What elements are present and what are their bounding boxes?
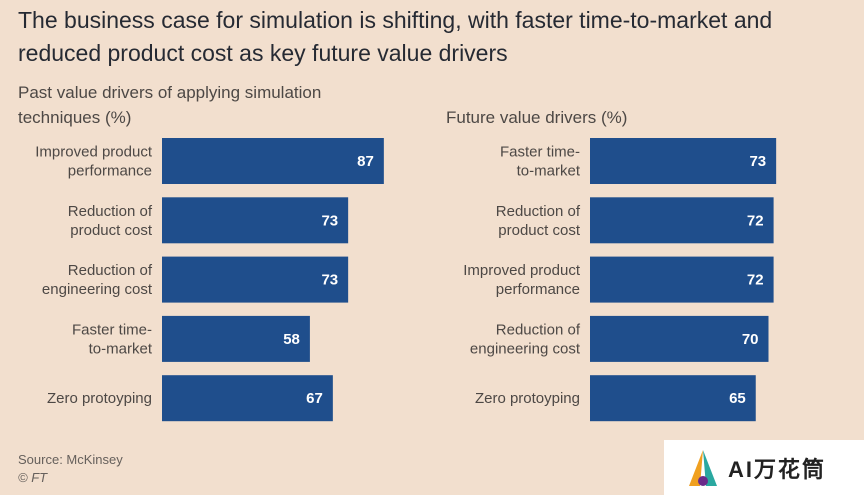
watermark-text: AI万花筒	[728, 456, 827, 482]
category-label: Reduction of product cost	[496, 203, 581, 239]
bar-1-3	[590, 315, 769, 362]
page-title: The business case for simulation is shif…	[18, 7, 773, 66]
category-label: Reduction of product cost	[68, 203, 153, 239]
bar-0-0	[162, 138, 384, 184]
bar-value-label: 73	[321, 272, 338, 289]
bar-1-2	[590, 256, 774, 303]
bar-0-1	[162, 197, 349, 244]
category-label: Faster time-to-market	[500, 144, 581, 180]
bar-0-4	[162, 375, 333, 422]
bar-value-label: 70	[742, 331, 759, 348]
bar-value-label: 87	[357, 153, 374, 170]
category-label: Zero protoyping	[475, 390, 580, 407]
bar-value-label: 58	[283, 331, 300, 348]
bar-value-label: 65	[729, 390, 746, 407]
future-drivers-panel: Future value drivers (%) 73 Faster time-t…	[446, 78, 846, 422]
future-drivers-subtitle: Future value drivers (%)	[446, 108, 628, 127]
bar-1-4	[590, 375, 756, 422]
bar-1-1	[590, 197, 774, 244]
kaleidoscope-logo-icon	[689, 449, 717, 486]
bar-0-2	[162, 256, 349, 303]
bar-1-0	[590, 138, 777, 184]
past-drivers-panel: Past value drivers of applying simulatio…	[18, 78, 418, 422]
source-text: Source: McKinsey	[18, 452, 123, 467]
category-label: Improved product performance	[463, 262, 581, 298]
past-drivers-subtitle: Past value drivers of applying simulatio…	[18, 83, 322, 127]
credit-text: © FT	[18, 470, 48, 485]
bar-value-label: 73	[321, 212, 338, 229]
bar-value-label: 72	[747, 272, 764, 289]
bar-value-label: 73	[749, 153, 766, 170]
future-drivers-chart: 73 Faster time-to-market 72 Reduction of pro…	[463, 138, 777, 422]
watermark-logo: AI万花筒	[664, 440, 864, 495]
category-label: Faster time-to-market	[72, 321, 153, 357]
source-note: Source: McKinsey © FT	[18, 451, 123, 487]
past-drivers-chart: 87 Improved product performance 73 Reduction…	[35, 138, 384, 422]
category-label: Zero protoyping	[47, 390, 152, 407]
bar-0-3	[162, 315, 310, 362]
bar-value-label: 72	[747, 212, 764, 229]
category-label: Reduction of engineering cost	[470, 321, 581, 357]
bar-value-label: 67	[306, 390, 323, 407]
category-label: Reduction of engineering cost	[42, 262, 153, 298]
category-label: Improved product performance	[35, 144, 153, 180]
